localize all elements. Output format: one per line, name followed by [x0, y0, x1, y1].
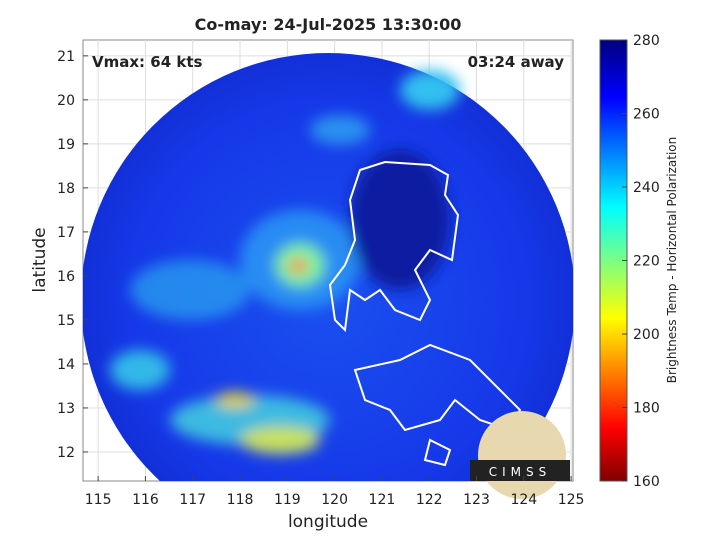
- x-tick-label: 116: [132, 492, 159, 508]
- y-tick-label: 21: [57, 49, 75, 65]
- x-tick-label: 120: [321, 492, 348, 508]
- chart-title: Co-may: 24-Jul-2025 13:30:00: [195, 15, 462, 34]
- y-tick-label: 16: [57, 269, 75, 285]
- logo: CIMSS: [470, 411, 570, 499]
- y-tick-label: 13: [57, 401, 75, 417]
- x-tick-label: 121: [369, 492, 396, 508]
- colorbar-tick-label: 180: [633, 401, 660, 417]
- x-tick-label: 122: [416, 492, 443, 508]
- x-tick-label: 117: [179, 492, 206, 508]
- colorbar-tick-label: 160: [633, 474, 660, 490]
- x-tick-label: 123: [463, 492, 490, 508]
- logo-text: CIMSS: [489, 465, 552, 479]
- x-tick-label: 124: [510, 492, 537, 508]
- annotation: Vmax: 64 kts: [92, 53, 202, 71]
- y-tick-label: 15: [57, 313, 75, 329]
- colorbar-label: Brightness Temp - Horizontal Polarizatio…: [665, 137, 679, 384]
- y-tick-label: 12: [57, 445, 75, 461]
- x-tick-label: 125: [558, 492, 585, 508]
- x-axis-label: longitude: [288, 512, 368, 532]
- y-axis-label: latitude: [30, 227, 50, 292]
- colorbar-tick-label: 240: [633, 180, 660, 196]
- annotation: 03:24 away: [468, 53, 565, 71]
- colorbar-tick-label: 280: [633, 33, 660, 49]
- satellite-image: [83, 53, 573, 481]
- colorbar-tick-label: 200: [633, 327, 660, 343]
- colorbar-tick-label: 260: [633, 107, 660, 123]
- x-tick-label: 118: [227, 492, 254, 508]
- y-tick-label: 19: [57, 137, 75, 153]
- colorbar-tick-label: 220: [633, 254, 660, 270]
- x-tick-label: 115: [85, 492, 112, 508]
- y-tick-label: 17: [57, 225, 75, 241]
- y-tick-label: 14: [57, 357, 75, 373]
- x-tick-label: 119: [274, 492, 301, 508]
- y-tick-label: 20: [57, 93, 75, 109]
- y-tick-label: 18: [57, 181, 75, 197]
